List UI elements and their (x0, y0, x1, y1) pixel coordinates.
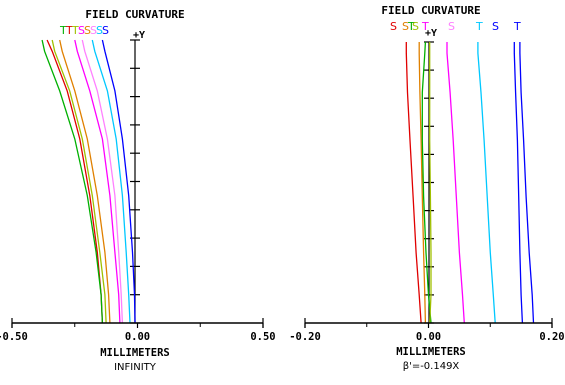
legend: S S TS T S T S T (390, 20, 521, 33)
curve-line (406, 42, 421, 323)
curve-line (52, 40, 106, 323)
curve-line (82, 40, 122, 323)
x-axis: -0.20 0.00 0.20 (289, 318, 564, 343)
x-axis-label: MILLIMETERS (100, 347, 170, 359)
curve-line (430, 42, 431, 323)
y-axis-label: +Y (133, 30, 145, 41)
y-axis-label: +Y (425, 28, 437, 39)
curve-line (92, 40, 130, 323)
legend-letter: S (492, 20, 499, 33)
chart-title: FIELD CURVATURE (85, 8, 184, 21)
curve-line (520, 42, 534, 323)
curve-line (478, 42, 495, 323)
x-tick-label: 0.00 (125, 331, 150, 343)
legend-letter: T (513, 20, 521, 33)
x-tick-label: 0.20 (539, 331, 564, 343)
x-axis: -0.50 0.00 0.50 (0, 318, 276, 343)
curves (42, 40, 135, 323)
chart-title: FIELD CURVATURE (381, 4, 480, 17)
x-tick-label: -0.50 (0, 331, 28, 343)
legend-letter: S (412, 20, 419, 33)
y-axis-ticks (130, 40, 140, 323)
y-axis-ticks (424, 42, 434, 323)
right-field-curvature-chart: FIELD CURVATURE S S TS T S T S T +Y -0.20 0.00 0.… (289, 4, 564, 372)
legend-letter: T (475, 20, 483, 33)
chart-subtitle: INFINITY (114, 362, 157, 373)
x-tick-label: 0.50 (250, 331, 275, 343)
chart-subtitle: β'=-0.149X (403, 361, 460, 372)
legend-letter: S (102, 24, 109, 37)
curve-line (447, 42, 464, 323)
x-tick-label: -0.20 (289, 331, 321, 343)
legend-letter: S (390, 20, 397, 33)
x-tick-label: 0.00 (416, 331, 441, 343)
legend-letter: S (448, 20, 455, 33)
x-axis-label: MILLIMETERS (396, 346, 466, 358)
